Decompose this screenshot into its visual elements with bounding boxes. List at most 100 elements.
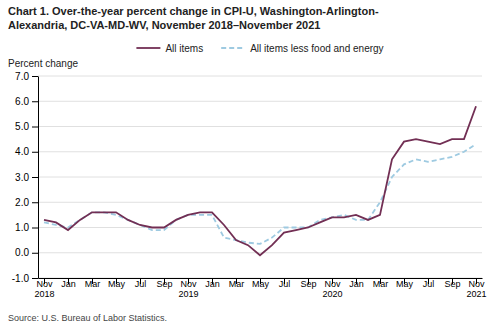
y-tick: 7.0 (15, 71, 38, 82)
legend-swatch (136, 47, 160, 49)
x-tick: Mar (85, 278, 101, 289)
title: Chart 1. Over-the-year percent change in… (8, 5, 379, 17)
series-line (44, 106, 476, 255)
x-tick-label-line: Nov (180, 279, 197, 289)
y-axis-line (38, 77, 39, 279)
y-tick-label: 0.0 (15, 247, 29, 258)
grid-line (38, 202, 482, 203)
x-tick-label: Sep (300, 279, 316, 289)
x-tick: Jul (135, 278, 147, 289)
x-tick: Sep (156, 278, 172, 289)
x-tick-label: Nov2019 (178, 279, 198, 299)
x-tick-label: Jan (205, 279, 220, 289)
grid-line (38, 177, 482, 178)
y-tick-label: 6.0 (15, 96, 29, 107)
source: Source: U.S. Bureau of Labor Statistics. (8, 313, 167, 323)
legend-label: All items (165, 43, 203, 54)
x-tick: Sep (444, 278, 460, 289)
x-tick-label-line: Jan (61, 279, 76, 289)
y-tick: 5.0 (15, 121, 38, 132)
grid-line (38, 126, 482, 127)
grid-line (38, 76, 482, 77)
grid-line (38, 151, 482, 152)
x-tick-label-line: Jan (349, 279, 364, 289)
x-tick: Jan (205, 278, 220, 289)
chart: Chart 1. Over-the-year percent change in… (0, 0, 496, 326)
x-tick-label-line: May (396, 279, 414, 289)
y-axis-label: Percent change (8, 58, 78, 69)
x-tick-label: Jul (423, 279, 435, 289)
x-tick-label-line: Sep (300, 279, 316, 289)
x-tick: Nov2019 (178, 278, 198, 299)
x-tick-label: Mar (85, 279, 101, 289)
y-tick-mark (32, 177, 38, 178)
y-tick: 1.0 (15, 222, 38, 233)
x-tick-label-line: Mar (85, 279, 101, 289)
x-tick: Jan (349, 278, 364, 289)
x-tick: Nov2020 (322, 278, 342, 299)
x-tick-label-line: Jul (279, 279, 291, 289)
legend-item: All items less food and energy (221, 43, 383, 54)
grid-line (38, 227, 482, 228)
x-tick-label-line: Jul (423, 279, 435, 289)
y-tick-label: 5.0 (15, 121, 29, 132)
y-tick-mark (32, 76, 38, 77)
x-tick: Jan (61, 278, 76, 289)
x-tick-label-line: 2019 (178, 289, 198, 299)
x-tick-label-line: May (108, 279, 126, 289)
x-tick-label-line: Sep (444, 279, 460, 289)
y-tick-mark (32, 202, 38, 203)
x-tick-label: Jan (349, 279, 364, 289)
y-tick: 6.0 (15, 96, 38, 107)
plot-area (44, 106, 476, 255)
x-tick-label: May (396, 279, 414, 289)
x-tick-label-line: Jan (205, 279, 220, 289)
x-tick: Nov2021 (466, 278, 486, 299)
grid (38, 76, 482, 278)
x-tick-label-line: Jul (135, 279, 147, 289)
x-tick-label-line: Nov (324, 279, 341, 289)
legend: All items All items less food and energy (136, 43, 383, 54)
x-tick: Jul (423, 278, 435, 289)
x-tick-label: Nov2018 (34, 279, 54, 299)
x-tick-label-line: Mar (373, 279, 389, 289)
x-tick-label-line: 2021 (466, 289, 486, 299)
y-tick: 0.0 (15, 247, 38, 258)
x-tick: May (252, 278, 270, 289)
y-axis: -1.0 0.0 1.0 2.0 3.0 4.0 5.0 6.0 7.0 (12, 71, 39, 284)
x-tick: Nov2018 (34, 278, 54, 299)
y-tick-label: 4.0 (15, 146, 29, 157)
legend-swatch (221, 47, 245, 49)
y-tick-label: 2.0 (15, 197, 29, 208)
legend-item: All items (136, 43, 203, 54)
x-tick: Mar (229, 278, 245, 289)
grid-line (38, 252, 482, 253)
y-tick-label: -1.0 (12, 273, 30, 284)
x-axis: Nov2018JanMarMayJulSepNov2019JanMarMayJu… (34, 278, 486, 299)
x-tick-label-line: Sep (156, 279, 172, 289)
x-tick-label: Jul (279, 279, 291, 289)
y-tick: -1.0 (12, 273, 38, 284)
y-tick-mark (32, 152, 38, 153)
x-tick-label-line: May (252, 279, 270, 289)
x-tick: Jul (279, 278, 291, 289)
x-tick-label-line: 2018 (34, 289, 54, 299)
y-tick-label: 3.0 (15, 172, 29, 183)
y-tick-label: 1.0 (15, 222, 29, 233)
y-tick-mark (32, 101, 38, 102)
y-tick-mark (32, 228, 38, 229)
x-tick: May (108, 278, 126, 289)
x-tick-label-line: Nov (36, 279, 53, 289)
x-tick-label: Sep (156, 279, 172, 289)
legend-label: All items less food and energy (250, 43, 383, 54)
x-tick-label-line: 2020 (322, 289, 342, 299)
title: Alexandria, DC-VA-MD-WV, November 2018–N… (8, 19, 320, 31)
x-tick-label: Jul (135, 279, 147, 289)
x-tick-label: Sep (444, 279, 460, 289)
grid-line (38, 101, 482, 102)
y-tick-mark (32, 253, 38, 254)
x-tick-label: Nov2021 (466, 279, 486, 299)
y-tick: 2.0 (15, 197, 38, 208)
x-tick-label-line: Mar (229, 279, 245, 289)
x-tick: May (396, 278, 414, 289)
